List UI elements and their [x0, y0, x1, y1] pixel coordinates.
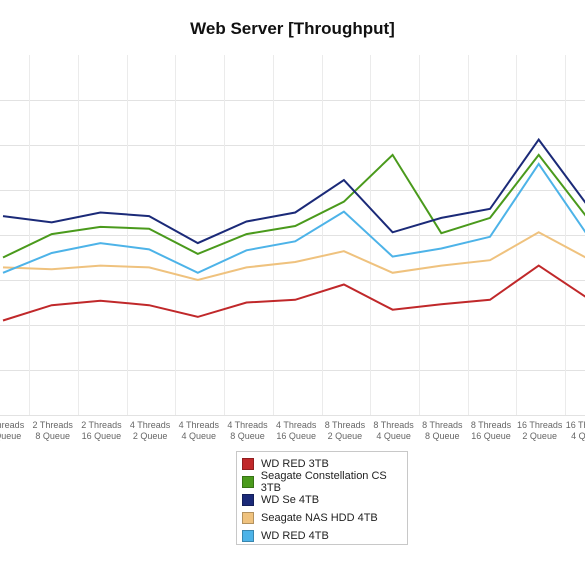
x-tick-label: 1 Queue	[0, 431, 21, 441]
chart-title: Web Server [Throughput]	[190, 19, 395, 38]
x-tick-label: 4 Threads	[130, 420, 171, 430]
series-line-seagate-nas-hdd-4tb	[2, 231, 585, 282]
legend-swatch	[242, 512, 254, 524]
x-tick-label: 8 Threads	[471, 420, 512, 430]
grid-lines	[0, 55, 585, 416]
legend-swatch	[242, 494, 254, 506]
legend-swatch	[242, 476, 254, 488]
x-tick-label: 8 Threads	[373, 420, 414, 430]
x-tick-label: 8 Queue	[230, 431, 265, 441]
x-tick-label: 4 Queue	[376, 431, 411, 441]
legend-item[interactable]: WD Se 4TB	[242, 491, 407, 509]
x-tick-label: 4 Threads	[276, 420, 317, 430]
x-tick-label: 16 Queue	[82, 431, 122, 441]
x-tick-label: 8 Threads	[422, 420, 463, 430]
series-line-wd-red-4tb	[2, 162, 585, 274]
x-tick-label: 16 Queue	[471, 431, 511, 441]
legend-item[interactable]: Seagate Constellation CS 3TB	[242, 470, 407, 494]
x-tick-label: 4 Threads	[179, 420, 220, 430]
legend-label: WD Se 4TB	[261, 494, 320, 506]
legend-label: WD RED 3TB	[261, 458, 329, 470]
series-lines	[2, 137, 585, 322]
legend-item[interactable]: Seagate NAS HDD 4TB	[242, 509, 407, 527]
x-tick-label: 4 Queue	[571, 431, 585, 441]
x-tick-label: 16 Threads	[517, 420, 563, 430]
legend-label: Seagate Constellation CS 3TB	[260, 470, 387, 494]
series-line-wd-red-3tb	[2, 264, 585, 322]
x-tick-label: 2 Threads	[81, 420, 122, 430]
legend-item[interactable]: WD RED 3TB	[242, 455, 407, 473]
legend-swatch	[242, 530, 254, 542]
x-tick-label: 16 Queue	[276, 431, 316, 441]
series-line-seagate-constellation-cs-3tb	[2, 153, 585, 259]
x-tick-label: 2 Queue	[522, 431, 557, 441]
legend-swatch	[242, 458, 254, 470]
legend-item[interactable]: WD RED 4TB	[242, 527, 407, 545]
legend-label: Seagate NAS HDD 4TB	[261, 512, 378, 524]
x-tick-label: 2 Threads	[33, 420, 74, 430]
x-tick-label: 2 Queue	[328, 431, 363, 441]
x-tick-label: 4 Threads	[227, 420, 268, 430]
legend-label: WD RED 4TB	[261, 530, 329, 542]
x-tick-label: 2 Threads	[0, 420, 25, 430]
chart-legend: WD RED 3TB Seagate Constellation CS 3TB WD…	[236, 451, 408, 545]
series-line-wd-se-4tb	[2, 137, 585, 245]
x-tick-label: 16 Threads	[566, 420, 585, 430]
x-tick-label: 8 Queue	[425, 431, 460, 441]
x-tick-label: 2 Queue	[133, 431, 168, 441]
x-tick-label: 4 Queue	[182, 431, 217, 441]
x-tick-label: 8 Queue	[35, 431, 70, 441]
x-tick-label: 8 Threads	[325, 420, 366, 430]
